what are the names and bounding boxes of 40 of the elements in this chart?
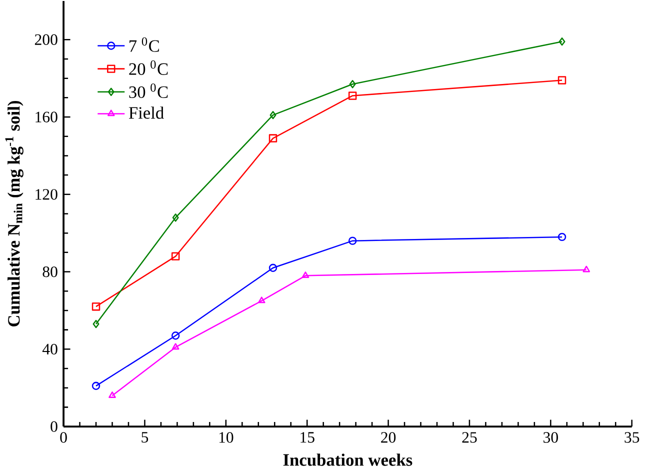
point bbox=[172, 343, 180, 350]
point bbox=[302, 271, 310, 278]
point bbox=[171, 252, 180, 260]
x-tick-label: 20 bbox=[381, 432, 396, 443]
point bbox=[92, 302, 100, 311]
x-tick-label: 15 bbox=[300, 432, 314, 443]
point bbox=[92, 320, 100, 328]
point bbox=[558, 37, 566, 46]
legend-label: 20 $^{0}$C bbox=[129, 60, 168, 75]
y-tick-label: 200 bbox=[34, 34, 58, 45]
x-tick-label: 25 bbox=[462, 432, 477, 443]
y-tick-label: 40 bbox=[42, 344, 58, 354]
x-tick-label: 5 bbox=[142, 432, 148, 443]
point bbox=[582, 266, 590, 272]
x-tick-label: 0 bbox=[60, 432, 67, 443]
legend-label: 30 $^{0}$C bbox=[129, 83, 168, 98]
point bbox=[268, 134, 278, 142]
x-tick-label: 10 bbox=[219, 432, 234, 443]
y-tick-label: 0 bbox=[50, 421, 58, 432]
y-axis-title: Cumulative N$_{min}$ (mg kg$^{-1}$ soil) bbox=[5, 100, 24, 326]
legend-label: 7 $^{0}$C bbox=[130, 37, 159, 52]
y-tick-label: 80 bbox=[42, 266, 58, 278]
point bbox=[172, 213, 179, 222]
y-tick-label: 120 bbox=[36, 188, 58, 200]
legend-label: Field bbox=[128, 106, 164, 119]
point bbox=[349, 80, 356, 88]
point bbox=[558, 76, 566, 84]
point bbox=[258, 296, 266, 304]
point bbox=[348, 236, 357, 245]
point bbox=[558, 232, 566, 241]
x-axis-title: Incubation weeks bbox=[283, 454, 412, 466]
point bbox=[270, 110, 276, 120]
x-tick-label: 30 bbox=[544, 432, 558, 443]
point bbox=[92, 382, 100, 390]
x-tick-label: 35 bbox=[624, 432, 640, 443]
point bbox=[108, 391, 116, 398]
point bbox=[348, 92, 357, 100]
y-tick-label: 160 bbox=[36, 112, 58, 122]
point bbox=[268, 264, 278, 272]
point bbox=[171, 331, 180, 340]
